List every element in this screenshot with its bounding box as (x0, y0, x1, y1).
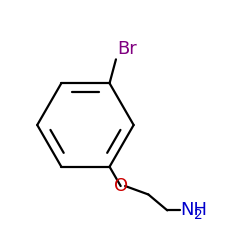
Text: O: O (114, 177, 128, 195)
Text: Br: Br (117, 40, 137, 58)
Text: NH: NH (180, 201, 207, 219)
Text: 2: 2 (194, 208, 203, 222)
